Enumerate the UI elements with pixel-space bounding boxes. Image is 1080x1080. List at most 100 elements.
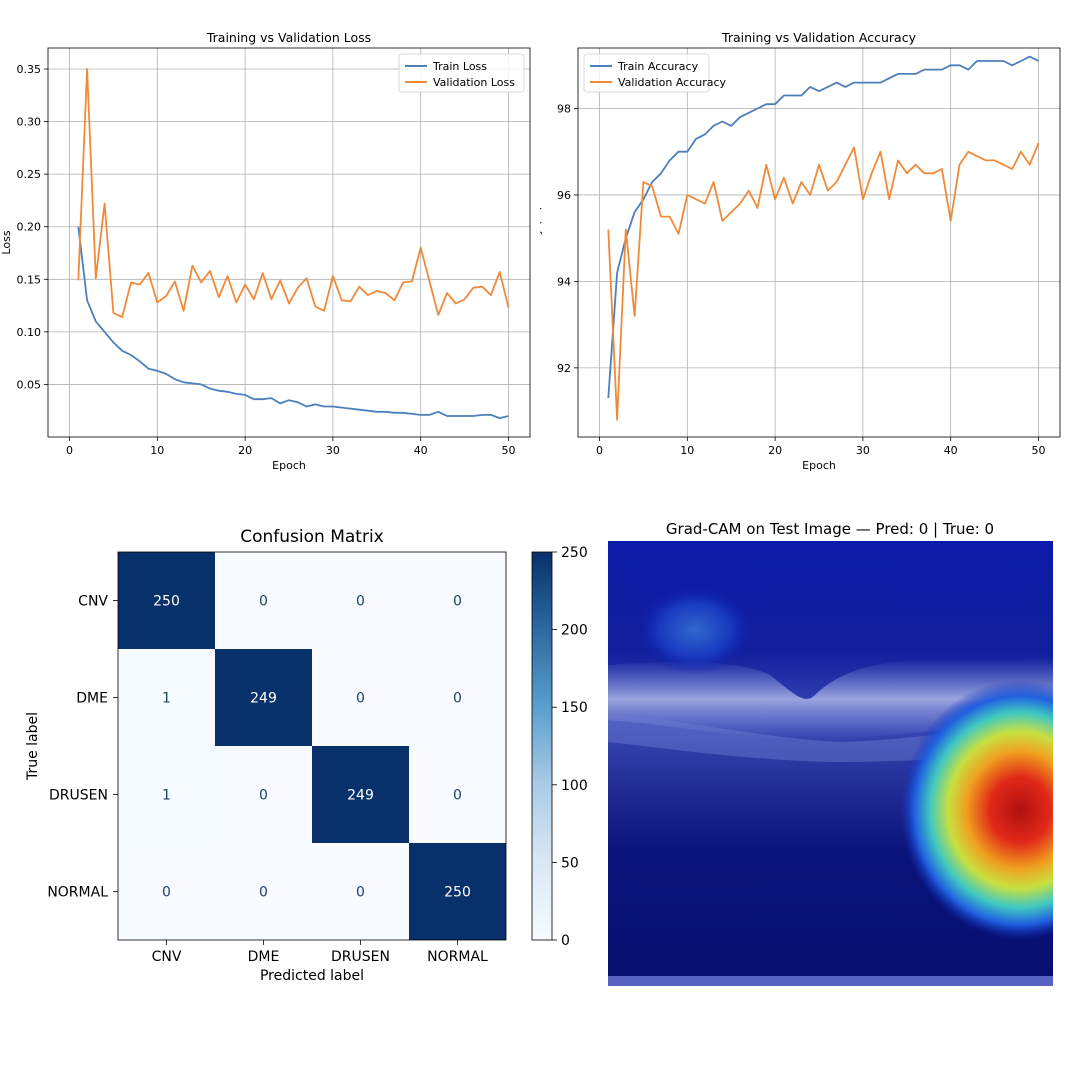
colorbar [531, 551, 553, 941]
cm-cell [409, 649, 506, 746]
y-tick-label: 94 [557, 275, 571, 288]
cm-x-tick-label: CNV [152, 949, 182, 965]
loss-chart: 0 10 20 30 40 50 0.05 0.10 0.15 0.20 0.25 0.30 0.35 T… [0, 30, 531, 472]
cm-cell [215, 649, 312, 746]
cm-cell-value: 250 [444, 885, 471, 901]
x-tick-label: 50 [501, 444, 515, 457]
cm-cell-value: 0 [356, 594, 365, 610]
cm-cell-value: 249 [250, 691, 277, 707]
cm-cell [409, 552, 506, 649]
colorbar-tick-label: 150 [561, 700, 588, 716]
colorbar-tick-label: 100 [561, 778, 588, 794]
accuracy-chart: 0 10 20 30 40 50 92 94 96 98 Training vs Validatio… [540, 30, 1061, 472]
cm-cell [215, 746, 312, 843]
plot-frame [47, 47, 531, 438]
gradcam-image [608, 541, 1053, 986]
cm-y-axis-label: True label [25, 712, 41, 781]
series-line-train-accuracy [607, 55, 1039, 399]
legend-label: Train Accuracy [617, 60, 699, 73]
cm-cell [118, 649, 215, 746]
x-tick-label: 30 [326, 444, 340, 457]
cm-cell [118, 843, 215, 940]
x-tick-label: 20 [768, 444, 782, 457]
chart-title: Training vs Validation Loss [206, 30, 371, 45]
cm-cell [409, 843, 506, 940]
y-tick-label: 98 [557, 103, 571, 116]
cm-cell-value: 0 [259, 885, 268, 901]
cm-x-axis-label: Predicted label [260, 968, 364, 984]
y-tick-label: 0.25 [17, 168, 42, 181]
cm-cell [118, 552, 215, 649]
cm-title: Confusion Matrix [240, 527, 384, 547]
cm-cell [118, 746, 215, 843]
cm-cell [312, 843, 409, 940]
cm-cell-value: 250 [153, 594, 180, 610]
cm-cell [312, 649, 409, 746]
x-axis-label: Epoch [272, 459, 306, 472]
cm-cell-value: 0 [453, 594, 462, 610]
legend: Train Accuracy Validation Accuracy [583, 53, 727, 93]
legend-label: Validation Accuracy [618, 76, 727, 89]
cm-cell-value: 1 [162, 788, 171, 804]
colorbar-tick-label: 250 [561, 545, 588, 561]
series-line-validation-loss [77, 68, 510, 319]
cm-x-tick-label: DME [248, 949, 280, 965]
colorbar-tick-label: 0 [561, 933, 570, 949]
chart-title: Training vs Validation Accuracy [721, 30, 917, 45]
cm-cell [215, 552, 312, 649]
cm-cell-value: 0 [453, 691, 462, 707]
y-tick-label: 0.30 [17, 116, 42, 129]
series-line-validation-accuracy [607, 142, 1040, 421]
y-tick-label: 0.10 [17, 326, 42, 339]
y-tick-label: 96 [557, 189, 571, 202]
y-axis-label: Loss [0, 230, 13, 254]
cm-cell-value: 0 [259, 788, 268, 804]
x-tick-label: 20 [238, 444, 252, 457]
grid [48, 48, 530, 437]
legend: Train Loss Validation Loss [398, 53, 525, 93]
colorbar-tick-label: 200 [561, 623, 588, 639]
cm-cell-value: 249 [347, 788, 374, 804]
y-axis-label: Accuracy (%) [540, 206, 543, 279]
x-tick-label: 40 [944, 444, 958, 457]
cm-cell [312, 746, 409, 843]
x-tick-label: 0 [66, 444, 73, 457]
plot-frame [577, 47, 1061, 438]
series-line-train-loss [77, 226, 509, 420]
x-tick-label: 30 [856, 444, 870, 457]
cm-y-tick-label: NORMAL [47, 885, 108, 901]
cm-y-tick-label: CNV [78, 594, 108, 610]
cm-cell-value: 0 [356, 885, 365, 901]
cm-x-tick-label: DRUSEN [331, 949, 390, 965]
x-tick-label: 0 [596, 444, 603, 457]
gradcam-title: Grad-CAM on Test Image — Pred: 0 | True:… [666, 520, 994, 538]
legend-label: Validation Loss [433, 76, 515, 89]
cm-cell-value: 0 [356, 691, 365, 707]
cm-frame [117, 551, 507, 941]
cm-cell-value: 1 [162, 691, 171, 707]
cm-cell-value: 0 [453, 788, 462, 804]
confusion-matrix-chart: Confusion Matrix 250 0 0 0 1 249 0 0 1 0 249 0 0 0 0 250… [25, 527, 588, 984]
colorbar-tick-label: 50 [561, 855, 579, 871]
cm-cell-value: 0 [162, 885, 171, 901]
x-tick-label: 10 [680, 444, 694, 457]
y-tick-label: 92 [557, 362, 571, 375]
x-axis-label: Epoch [802, 459, 836, 472]
cm-cell [312, 552, 409, 649]
cm-x-tick-label: NORMAL [427, 949, 488, 965]
cm-cell-value: 0 [259, 594, 268, 610]
x-tick-label: 50 [1031, 444, 1045, 457]
cm-y-tick-label: DME [76, 691, 108, 707]
legend-label: Train Loss [432, 60, 487, 73]
grid [578, 48, 1060, 437]
gradcam-panel: Grad-CAM on Test Image — Pred: 0 | True:… [608, 520, 1053, 986]
cm-cell [409, 746, 506, 843]
y-tick-label: 0.35 [17, 63, 42, 76]
x-tick-label: 10 [150, 444, 164, 457]
x-tick-label: 40 [414, 444, 428, 457]
cm-y-tick-label: DRUSEN [49, 788, 108, 804]
cm-cell [215, 843, 312, 940]
y-tick-label: 0.20 [17, 221, 42, 234]
y-tick-label: 0.15 [17, 273, 42, 286]
